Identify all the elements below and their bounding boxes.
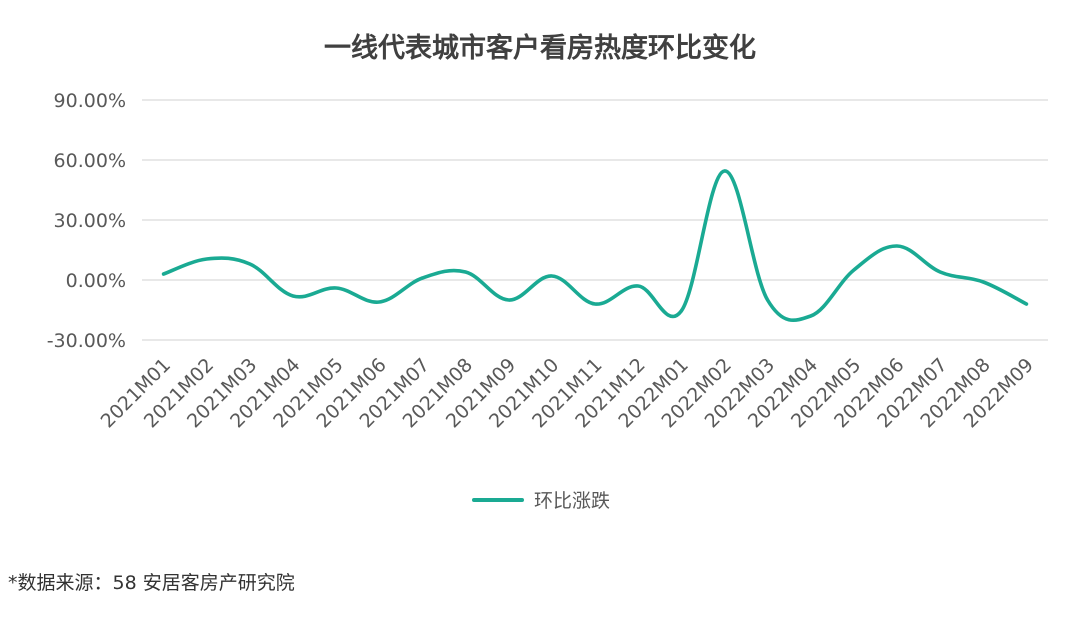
legend-label: 环比涨跌 bbox=[534, 490, 611, 512]
data-point bbox=[162, 272, 166, 276]
data-point bbox=[809, 314, 813, 318]
data-point bbox=[722, 169, 726, 173]
y-tick-label: 30.00% bbox=[54, 210, 126, 232]
data-point bbox=[420, 276, 424, 280]
data-point bbox=[636, 284, 640, 288]
x-axis-ticks: 2021M012021M022021M032021M042021M052021M… bbox=[97, 354, 1038, 432]
data-point bbox=[1024, 302, 1028, 306]
y-tick-label: 90.00% bbox=[54, 90, 126, 112]
chart-title: 一线代表城市客户看房热度环比变化 bbox=[324, 33, 756, 64]
data-point bbox=[550, 274, 554, 278]
data-point bbox=[464, 270, 468, 274]
data-point bbox=[248, 262, 252, 266]
data-point bbox=[334, 286, 338, 290]
y-tick-label: -30.00% bbox=[47, 330, 126, 352]
data-point bbox=[507, 298, 511, 302]
y-tick-label: 60.00% bbox=[54, 150, 126, 172]
data-point bbox=[852, 268, 856, 272]
data-point bbox=[938, 270, 942, 274]
legend-swatch bbox=[472, 497, 524, 502]
source-note: *数据来源：58 安居客房产研究院 bbox=[8, 572, 295, 594]
data-point bbox=[377, 300, 381, 304]
legend: 环比涨跌 bbox=[472, 486, 610, 513]
gridlines bbox=[142, 99, 1048, 341]
series-layer bbox=[161, 169, 1029, 322]
data-point bbox=[291, 294, 295, 298]
data-point bbox=[679, 309, 683, 313]
y-tick-label: 0.00% bbox=[66, 270, 126, 292]
data-point bbox=[766, 298, 770, 302]
series-line bbox=[161, 169, 1029, 322]
data-point bbox=[593, 302, 597, 306]
data-point bbox=[981, 280, 985, 284]
data-point bbox=[895, 244, 899, 248]
y-axis-ticks: 90.00% 60.00% 30.00% 0.00% -30.00% bbox=[47, 90, 126, 352]
data-point bbox=[205, 257, 209, 261]
